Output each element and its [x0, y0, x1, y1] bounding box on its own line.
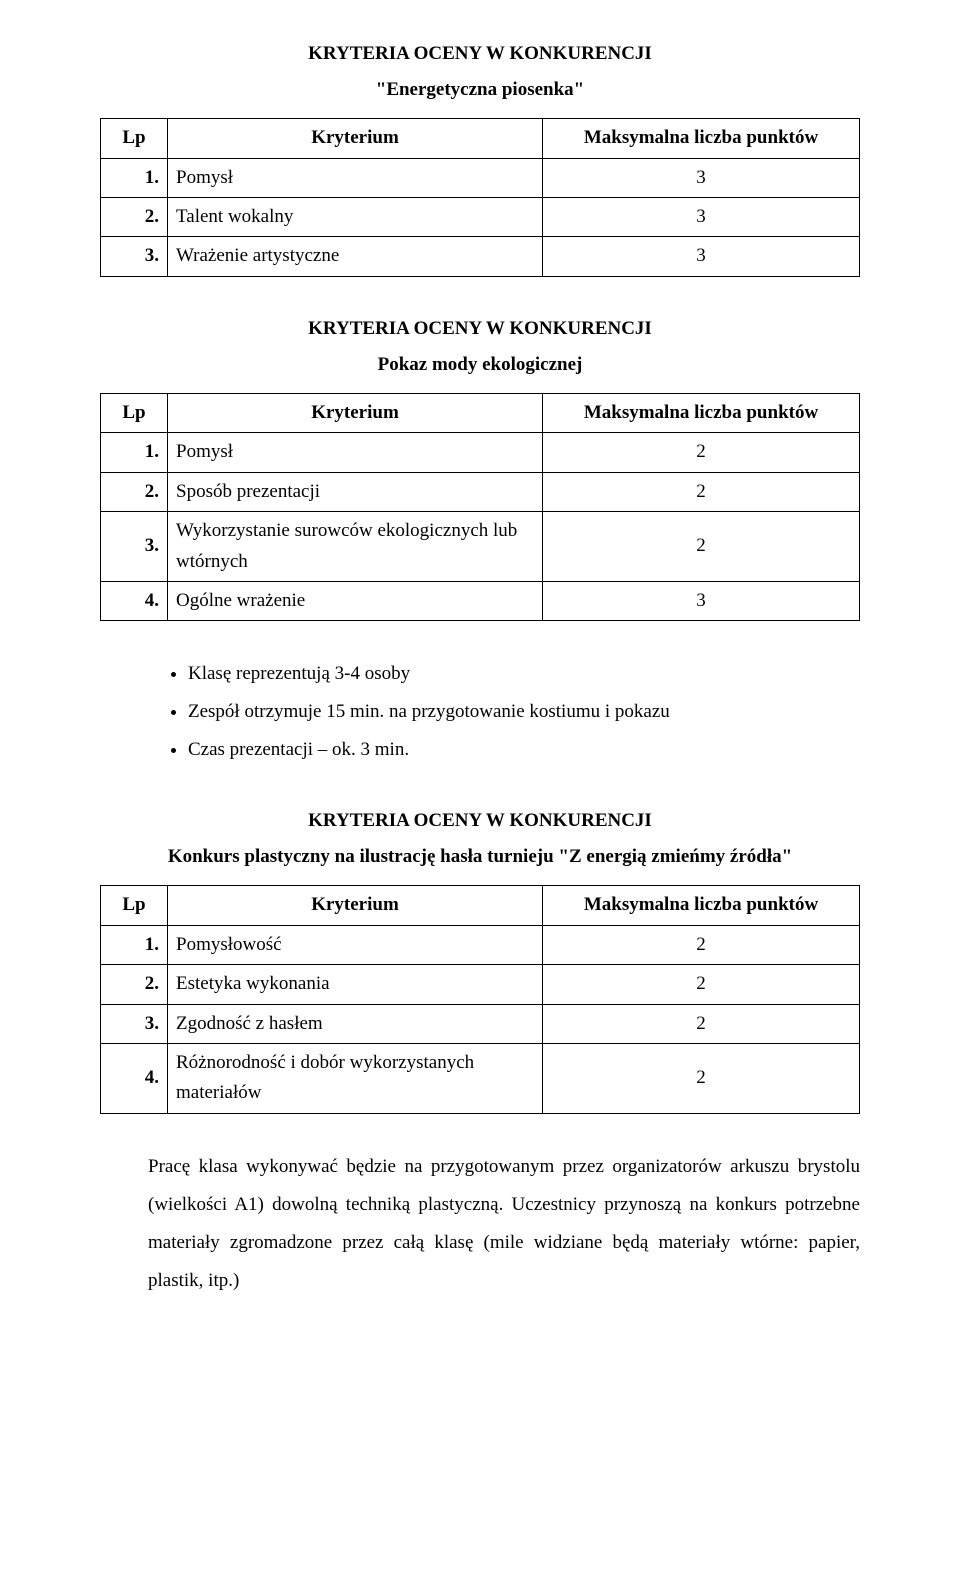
document-page: KRYTERIA OCENY W KONKURENCJI "Energetycz…	[0, 0, 960, 1340]
col-kryterium: Kryterium	[168, 886, 543, 925]
col-points: Maksymalna liczba punktów	[543, 393, 860, 432]
col-lp: Lp	[101, 393, 168, 432]
cell-lp: 3.	[101, 1004, 168, 1043]
cell-lp: 1.	[101, 158, 168, 197]
cell-lp: 1.	[101, 433, 168, 472]
cell-lp: 2.	[101, 197, 168, 236]
section3-heading2: Konkurs plastyczny na ilustrację hasła t…	[100, 839, 860, 875]
cell-kryterium: Pomysł	[168, 158, 543, 197]
table-row: 3.Wrażenie artystyczne3	[101, 237, 860, 276]
section3-table: Lp Kryterium Maksymalna liczba punktów 1…	[100, 885, 860, 1113]
list-item: Klasę reprezentują 3-4 osoby	[188, 655, 860, 693]
table-row: 2.Talent wokalny3	[101, 197, 860, 236]
cell-lp: 3.	[101, 512, 168, 582]
table-row: 2.Sposób prezentacji2	[101, 472, 860, 511]
section2-bullets: Klasę reprezentują 3-4 osobyZespół otrzy…	[100, 655, 860, 769]
cell-lp: 1.	[101, 925, 168, 964]
section1-heading2: "Energetyczna piosenka"	[100, 72, 860, 108]
cell-kryterium: Pomysłowość	[168, 925, 543, 964]
section3-paragraph: Pracę klasa wykonywać będzie na przygoto…	[100, 1148, 860, 1300]
table-row: 3.Wykorzystanie surowców ekologicznych l…	[101, 512, 860, 582]
list-item: Czas prezentacji – ok. 3 min.	[188, 731, 860, 769]
cell-points: 2	[543, 433, 860, 472]
table-row: 2.Estetyka wykonania2	[101, 965, 860, 1004]
cell-points: 2	[543, 925, 860, 964]
table-row: 3.Zgodność z hasłem2	[101, 1004, 860, 1043]
table-row: 4.Ogólne wrażenie3	[101, 581, 860, 620]
cell-kryterium: Ogólne wrażenie	[168, 581, 543, 620]
cell-points: 2	[543, 1044, 860, 1114]
section2-heading2: Pokaz mody ekologicznej	[100, 347, 860, 383]
table-row: 1.Pomysł3	[101, 158, 860, 197]
section1-tbody: 1.Pomysł32.Talent wokalny33.Wrażenie art…	[101, 158, 860, 276]
cell-lp: 2.	[101, 965, 168, 1004]
cell-lp: 3.	[101, 237, 168, 276]
cell-kryterium: Wrażenie artystyczne	[168, 237, 543, 276]
list-item: Zespół otrzymuje 15 min. na przygotowani…	[188, 693, 860, 731]
section2-table: Lp Kryterium Maksymalna liczba punktów 1…	[100, 393, 860, 621]
table-row: 1.Pomysł2	[101, 433, 860, 472]
table-row: 4.Różnorodność i dobór wykorzystanych ma…	[101, 1044, 860, 1114]
cell-lp: 4.	[101, 1044, 168, 1114]
cell-points: 3	[543, 237, 860, 276]
cell-kryterium: Zgodność z hasłem	[168, 1004, 543, 1043]
section1-table: Lp Kryterium Maksymalna liczba punktów 1…	[100, 118, 860, 277]
cell-lp: 4.	[101, 581, 168, 620]
cell-points: 2	[543, 472, 860, 511]
section2-tbody: 1.Pomysł22.Sposób prezentacji23.Wykorzys…	[101, 433, 860, 621]
cell-kryterium: Różnorodność i dobór wykorzystanych mate…	[168, 1044, 543, 1114]
cell-points: 2	[543, 965, 860, 1004]
cell-kryterium: Pomysł	[168, 433, 543, 472]
cell-kryterium: Wykorzystanie surowców ekologicznych lub…	[168, 512, 543, 582]
table-header-row: Lp Kryterium Maksymalna liczba punktów	[101, 886, 860, 925]
cell-kryterium: Sposób prezentacji	[168, 472, 543, 511]
cell-points: 2	[543, 512, 860, 582]
col-kryterium: Kryterium	[168, 119, 543, 158]
col-points: Maksymalna liczba punktów	[543, 886, 860, 925]
cell-lp: 2.	[101, 472, 168, 511]
cell-kryterium: Estetyka wykonania	[168, 965, 543, 1004]
col-lp: Lp	[101, 119, 168, 158]
table-row: 1.Pomysłowość2	[101, 925, 860, 964]
section3-heading1: KRYTERIA OCENY W KONKURENCJI	[100, 803, 860, 839]
cell-points: 2	[543, 1004, 860, 1043]
section2-heading1: KRYTERIA OCENY W KONKURENCJI	[100, 311, 860, 347]
cell-points: 3	[543, 197, 860, 236]
col-kryterium: Kryterium	[168, 393, 543, 432]
col-points: Maksymalna liczba punktów	[543, 119, 860, 158]
table-header-row: Lp Kryterium Maksymalna liczba punktów	[101, 119, 860, 158]
section3-tbody: 1.Pomysłowość22.Estetyka wykonania23.Zgo…	[101, 925, 860, 1113]
col-lp: Lp	[101, 886, 168, 925]
table-header-row: Lp Kryterium Maksymalna liczba punktów	[101, 393, 860, 432]
cell-points: 3	[543, 158, 860, 197]
cell-points: 3	[543, 581, 860, 620]
cell-kryterium: Talent wokalny	[168, 197, 543, 236]
section1-heading1: KRYTERIA OCENY W KONKURENCJI	[100, 36, 860, 72]
